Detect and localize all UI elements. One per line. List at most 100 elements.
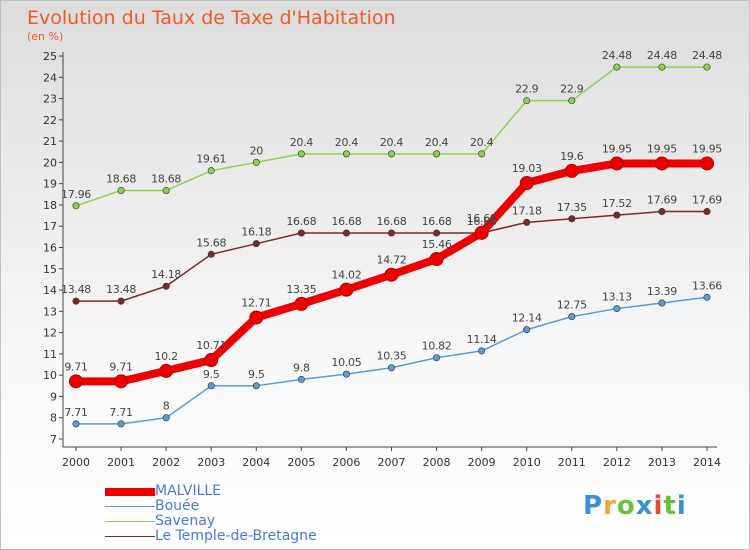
data-point	[162, 414, 170, 422]
data-point	[384, 267, 399, 282]
logo-letter: t	[663, 491, 677, 521]
data-point	[207, 250, 215, 258]
data-point	[297, 375, 305, 383]
data-point	[159, 363, 174, 378]
data-label: 20	[250, 144, 264, 157]
data-point	[568, 215, 576, 223]
y-tick-label: 25	[43, 50, 57, 63]
data-label: 9.5	[203, 368, 220, 381]
data-label: 13.48	[106, 283, 136, 296]
data-point	[613, 63, 621, 71]
x-tick-label: 2011	[558, 456, 586, 469]
chart-title: Evolution du Taux de Taxe d'Habitation	[27, 7, 396, 29]
data-label: 15.46	[422, 238, 452, 251]
data-label: 8	[163, 400, 170, 413]
y-tick-label: 10	[43, 369, 57, 382]
data-label: 17.69	[692, 194, 722, 207]
y-tick-label: 12	[43, 327, 57, 340]
x-tick-label: 2010	[513, 456, 541, 469]
data-label: 18.68	[106, 172, 136, 185]
y-tick-label: 11	[43, 348, 57, 361]
logo-letter: o	[616, 491, 636, 521]
proxiti-logo: Proxiti	[583, 491, 687, 521]
line-chart: 7 8 9 10 11 12 13 14 15 16 17 18 19 20 21 22 23 24 25 2000 2…	[43, 49, 723, 469]
data-label: 19.95	[647, 142, 677, 155]
y-tick-label: 8	[50, 412, 57, 425]
data-labels-layer: 7.71 7.71 8 9.5 9.5 9.8 10.05 10.35 10.82 11.14 12…	[61, 49, 723, 419]
data-point	[519, 176, 534, 191]
data-label: 20.4	[290, 136, 314, 149]
data-point	[433, 354, 441, 362]
y-tick-label: 18	[43, 199, 57, 212]
data-label: 13.35	[286, 283, 316, 296]
data-label: 10.05	[331, 356, 361, 369]
y-tick-label: 16	[43, 242, 57, 255]
data-label: 16.18	[241, 226, 271, 239]
y-tick-label: 7	[50, 433, 57, 446]
data-point	[162, 282, 170, 290]
y-tick-label: 21	[43, 135, 57, 148]
y-tick-label: 14	[43, 284, 57, 297]
data-label: 18.68	[151, 172, 181, 185]
data-label: 14.72	[377, 254, 407, 267]
data-point	[703, 63, 711, 71]
y-tick-label: 19	[43, 178, 57, 191]
x-tick-label: 2002	[152, 456, 180, 469]
data-point	[342, 370, 350, 378]
x-tick-label: 2000	[62, 456, 90, 469]
data-label: 19.95	[602, 142, 632, 155]
x-tick-label: 2003	[197, 456, 225, 469]
x-tick-label: 2004	[242, 456, 270, 469]
data-label: 9.71	[64, 360, 87, 373]
data-label: 22.9	[515, 83, 539, 96]
chart-subtitle: (en %)	[27, 30, 64, 43]
data-point	[207, 167, 215, 175]
data-label: 14.18	[151, 268, 181, 281]
data-point	[478, 150, 486, 158]
data-point	[252, 382, 260, 390]
data-point	[703, 293, 711, 301]
data-point	[117, 297, 125, 305]
data-label: 11.14	[467, 333, 497, 346]
x-tick-label: 2006	[332, 456, 360, 469]
data-label: 17.35	[557, 201, 587, 214]
data-label: 16.68	[422, 215, 452, 228]
data-point	[204, 353, 219, 368]
y-tick-label: 13	[43, 305, 57, 318]
data-label: 12.75	[557, 299, 587, 312]
data-point	[69, 374, 83, 389]
data-point	[297, 229, 305, 237]
legend-swatch	[105, 506, 155, 507]
data-label: 16.68	[467, 215, 497, 228]
axes: 7 8 9 10 11 12 13 14 15 16 17 18 19 20 21 22 23 24 25 2000 2…	[43, 50, 721, 469]
data-point	[72, 420, 80, 428]
data-point	[429, 251, 444, 266]
data-point	[252, 158, 260, 166]
data-label: 12.14	[512, 312, 542, 325]
data-label: 9.71	[109, 360, 132, 373]
data-label: 19.61	[196, 153, 226, 166]
series-bouee	[72, 293, 711, 428]
data-label: 20.4	[335, 136, 359, 149]
data-point	[523, 97, 531, 105]
legend-swatch	[105, 536, 155, 537]
legend-label: Savenay	[155, 513, 216, 529]
data-label: 24.48	[692, 49, 722, 62]
data-label: 20.4	[380, 136, 404, 149]
data-point	[658, 208, 666, 216]
data-point	[478, 347, 486, 355]
data-point	[249, 310, 264, 325]
data-point	[613, 305, 621, 313]
data-label: 14.02	[331, 269, 361, 282]
y-tick-label: 17	[43, 220, 57, 233]
data-label: 16.68	[286, 215, 316, 228]
data-point	[252, 240, 260, 248]
data-point	[433, 229, 441, 237]
data-point	[564, 163, 579, 178]
data-label: 13.66	[692, 279, 722, 292]
data-point	[294, 296, 309, 311]
series-malville	[69, 156, 714, 389]
series-savenay	[72, 63, 711, 210]
data-point	[387, 229, 395, 237]
data-label: 13.13	[602, 291, 632, 304]
